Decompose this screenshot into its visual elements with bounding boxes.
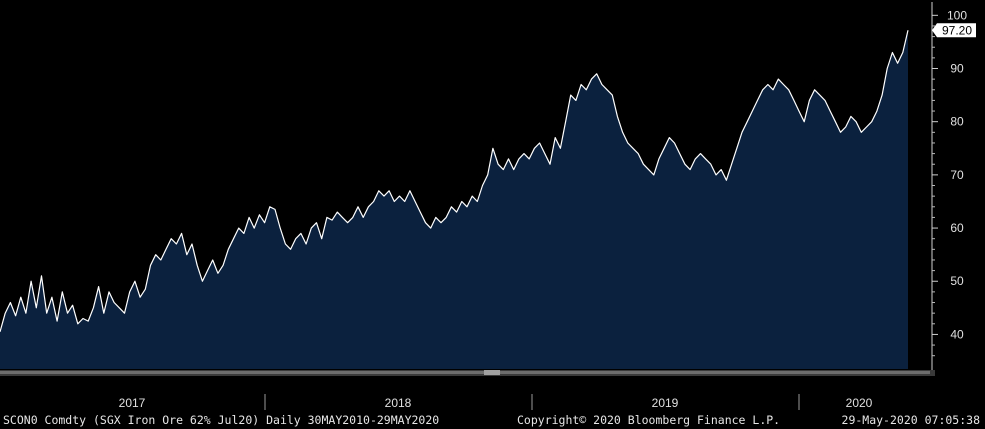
footer-ticker: SCON0 Comdty (SGX Iron Ore 62% Jul20) Da…: [3, 413, 440, 427]
y-tick-label: 100: [947, 8, 967, 22]
x-year-label: 2020: [846, 396, 873, 410]
footer-copyright: Copyright© 2020 Bloomberg Finance L.P.: [517, 413, 781, 427]
price-chart: 40 50 60 70 80 90 100 97.20 2017 2018 2019 2020: [0, 2, 976, 410]
footer-bar: SCON0 Comdty (SGX Iron Ore 62% Jul20) Da…: [0, 411, 985, 429]
x-year-label: 2017: [119, 396, 146, 410]
x-year-label: 2018: [385, 396, 412, 410]
y-tick-label: 90: [950, 62, 964, 76]
y-tick-label: 50: [950, 274, 964, 288]
scrollbar-grip: [484, 370, 500, 375]
series-area: [0, 30, 908, 369]
last-value-badge: [932, 23, 976, 38]
y-tick-label: 40: [950, 327, 964, 341]
y-tick-label: 60: [950, 221, 964, 235]
scrollbar-thumb: [0, 371, 930, 374]
x-year-label: 2019: [652, 396, 679, 410]
series-line: [0, 30, 909, 332]
footer-timestamp: 29-May-2020 07:05:38: [841, 413, 980, 427]
y-tick-label: 70: [950, 168, 964, 182]
y-tick-label: 80: [950, 115, 964, 129]
last-value-label: 97.20: [942, 24, 972, 38]
